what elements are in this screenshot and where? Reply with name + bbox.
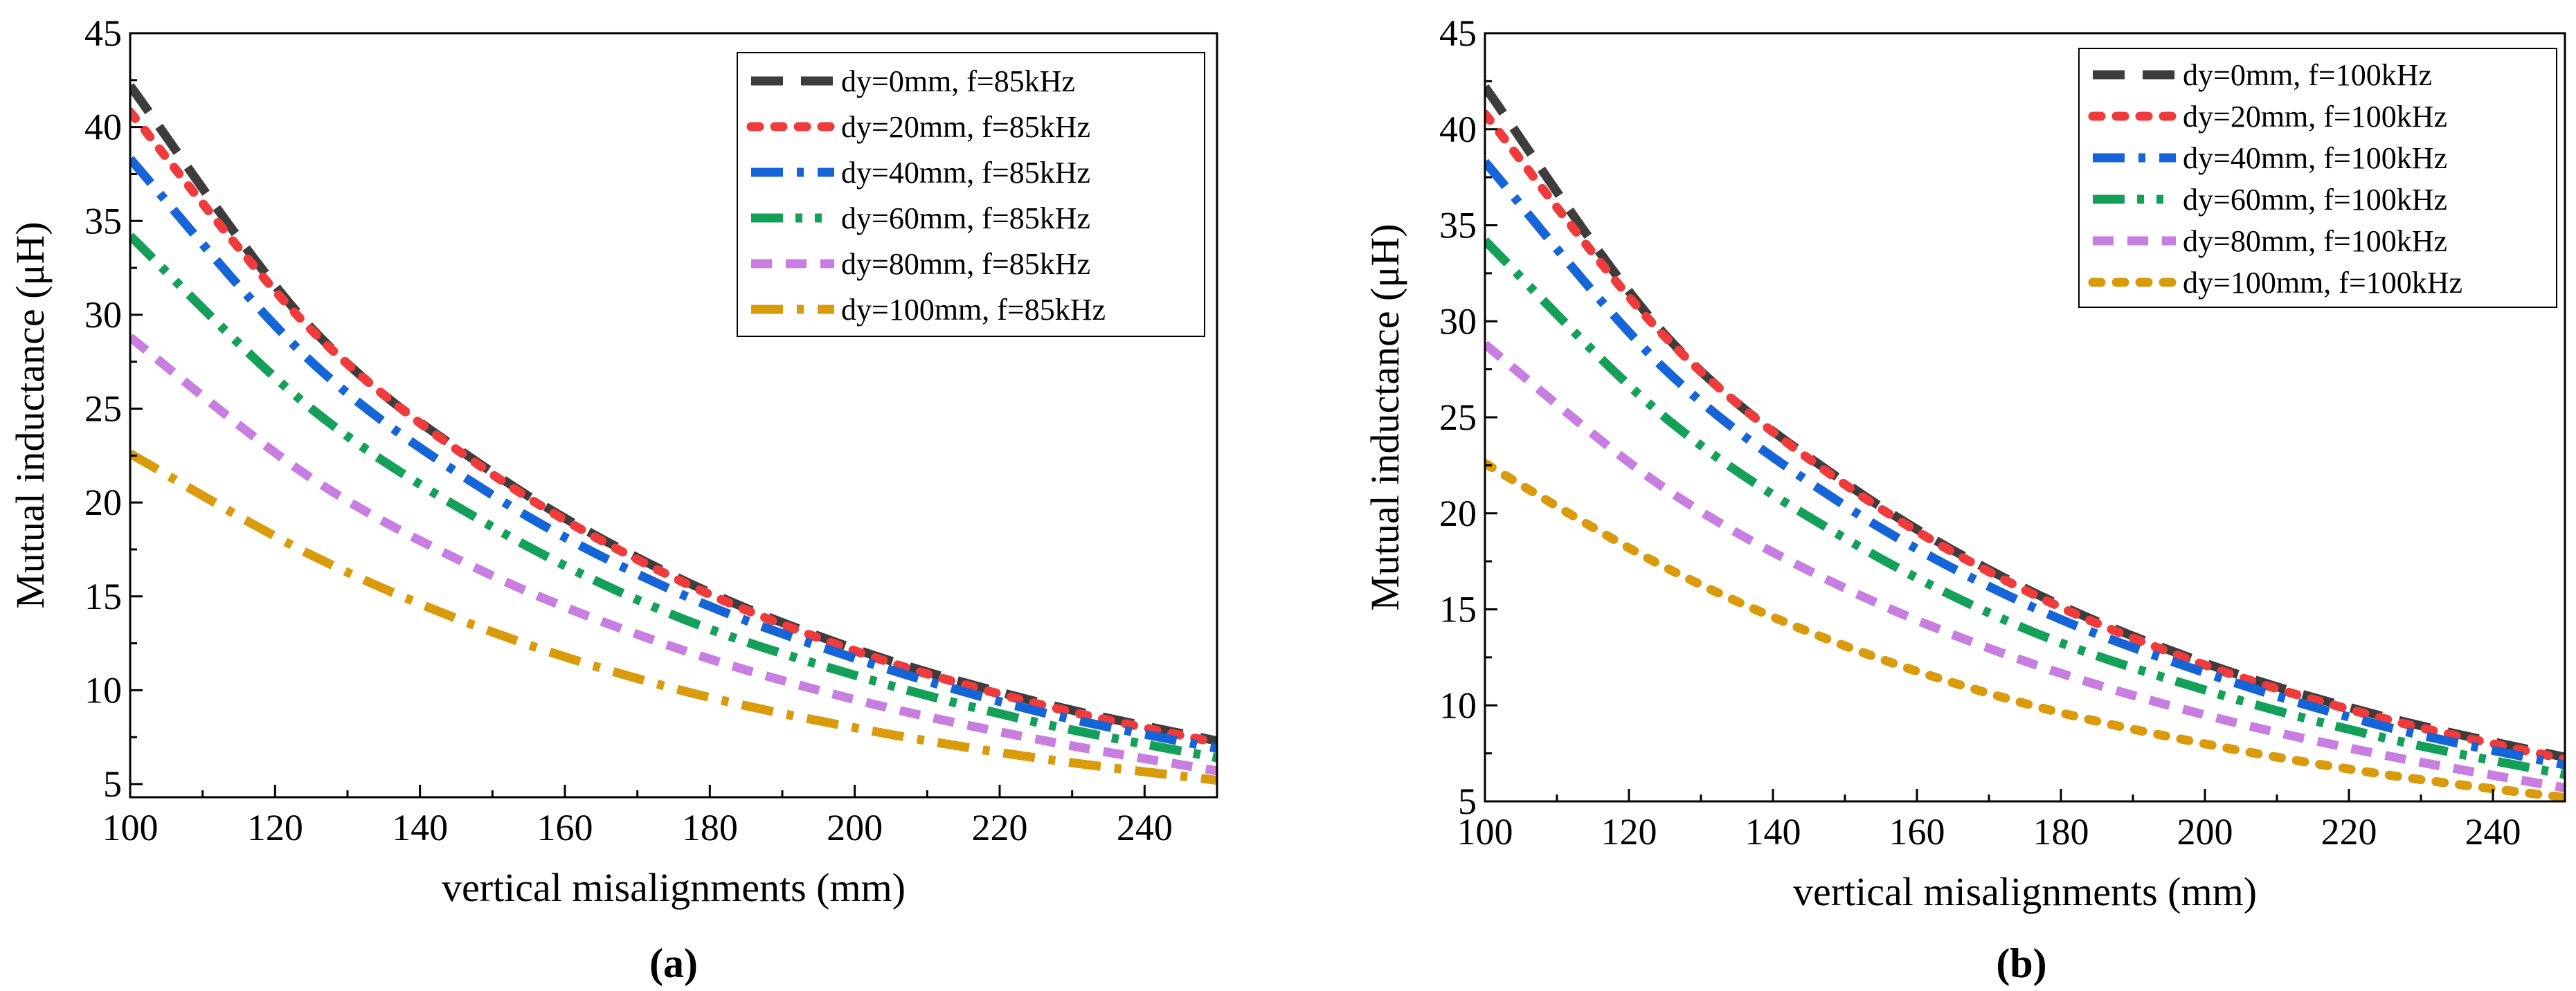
x-tick-label: 180 <box>2033 811 2089 853</box>
x-tick-label: 120 <box>1601 811 1657 853</box>
series-line-3 <box>130 156 1217 753</box>
series-line-3 <box>1485 158 2565 770</box>
series-line-6 <box>1485 459 2565 801</box>
y-tick-label: 35 <box>1439 205 1477 246</box>
legend-entry-6: dy=100mm, f=100kHz <box>2183 266 2462 300</box>
x-tick-label: 180 <box>682 807 738 848</box>
series-line-4 <box>130 233 1217 763</box>
y-axis-label: Mutual inductance (μH) <box>8 221 53 608</box>
x-tick-label: 220 <box>2321 811 2377 853</box>
y-tick-label: 25 <box>84 388 122 430</box>
x-tick-label: 160 <box>537 807 593 848</box>
y-tick-label: 30 <box>84 294 122 336</box>
x-tick-label: 240 <box>1117 807 1173 848</box>
y-tick-label: 35 <box>84 200 122 242</box>
legend: dy=0mm, f=100kHz dy=20mm, f=100kHz dy=40mm… <box>2078 48 2557 308</box>
y-tick-label: 20 <box>1439 493 1477 534</box>
x-tick-label: 160 <box>1889 811 1945 853</box>
legend-entry-4: dy=60mm, f=100kHz <box>2183 183 2447 217</box>
y-tick-label: 40 <box>1439 109 1477 150</box>
legend-entry-4: dy=60mm, f=85kHz <box>841 201 1090 235</box>
y-tick-label: 5 <box>103 763 122 805</box>
plot-frame <box>129 32 1218 799</box>
y-tick-label: 15 <box>1439 589 1477 630</box>
y-tick-label: 25 <box>1439 397 1477 438</box>
x-tick-label: 140 <box>392 807 448 848</box>
x-tick-label: 240 <box>2465 811 2521 853</box>
x-axis-label: vertical misalignments (mm) <box>442 865 906 910</box>
series-line-4 <box>1485 237 2565 779</box>
y-tick-label: 10 <box>1439 684 1477 726</box>
chart-panel-a: 5 10 15 20 25 30 35 40 45 100 120 140 160 180 200 220 24… <box>8 12 1218 986</box>
x-tick-label: 100 <box>1457 811 1513 853</box>
chart-panel-b: 5 10 15 20 25 30 35 40 45 100 120 140 160 180 200 220 24… <box>1362 12 2566 986</box>
legend-box <box>737 52 1205 337</box>
y-tick-label: 40 <box>84 107 122 148</box>
legend-entry-3: dy=40mm, f=85kHz <box>841 156 1090 190</box>
y-tick-label: 30 <box>1439 300 1477 342</box>
x-tick-label: 200 <box>827 807 883 848</box>
y-axis: 5 10 15 20 25 30 35 40 45 <box>84 12 143 805</box>
x-tick-label: 140 <box>1745 811 1801 853</box>
panel-label: (a) <box>649 940 698 986</box>
legend-entry-1: dy=0mm, f=100kHz <box>2183 58 2432 92</box>
y-tick-label: 45 <box>84 12 122 54</box>
legend-entry-2: dy=20mm, f=100kHz <box>2183 100 2447 134</box>
x-axis-label: vertical misalignments (mm) <box>1793 869 2257 914</box>
legend-entry-3: dy=40mm, f=100kHz <box>2183 141 2447 175</box>
series-line-5 <box>1485 340 2565 792</box>
legend-entry-2: dy=20mm, f=85kHz <box>841 110 1090 144</box>
x-axis: 100 120 140 160 180 200 220 240 <box>102 785 1173 848</box>
legend: dy=0mm, f=85kHz dy=20mm, f=85kHz dy=40mm, … <box>737 52 1205 337</box>
series-line-6 <box>130 449 1217 785</box>
series-line-5 <box>130 334 1217 776</box>
series-line-2 <box>1485 109 2565 764</box>
y-tick-label: 10 <box>84 669 122 711</box>
x-tick-label: 120 <box>247 807 303 848</box>
series-line-2 <box>130 107 1217 747</box>
x-tick-label: 220 <box>972 807 1028 848</box>
x-tick-label: 100 <box>102 807 159 848</box>
y-tick-label: 45 <box>1439 12 1477 54</box>
y-tick-label: 15 <box>84 576 122 617</box>
y-tick-label: 20 <box>84 482 122 523</box>
legend-box <box>2078 48 2557 308</box>
x-axis: 100 120 140 160 180 200 220 240 <box>1457 789 2521 853</box>
plot-area <box>130 83 1217 785</box>
y-axis-label: Mutual inductance (μH) <box>1362 224 1407 610</box>
y-tick-label: 5 <box>1458 781 1477 822</box>
legend-entry-1: dy=0mm, f=85kHz <box>841 64 1075 98</box>
panel-label: (b) <box>1996 940 2046 986</box>
x-tick-label: 200 <box>2177 811 2233 853</box>
plot-area <box>1485 84 2565 801</box>
y-axis: 5 10 15 20 25 30 35 40 45 <box>1439 12 1497 822</box>
legend-entry-5: dy=80mm, f=85kHz <box>841 247 1090 281</box>
legend-entry-6: dy=100mm, f=85kHz <box>841 293 1106 327</box>
legend-entry-5: dy=80mm, f=100kHz <box>2183 224 2447 258</box>
